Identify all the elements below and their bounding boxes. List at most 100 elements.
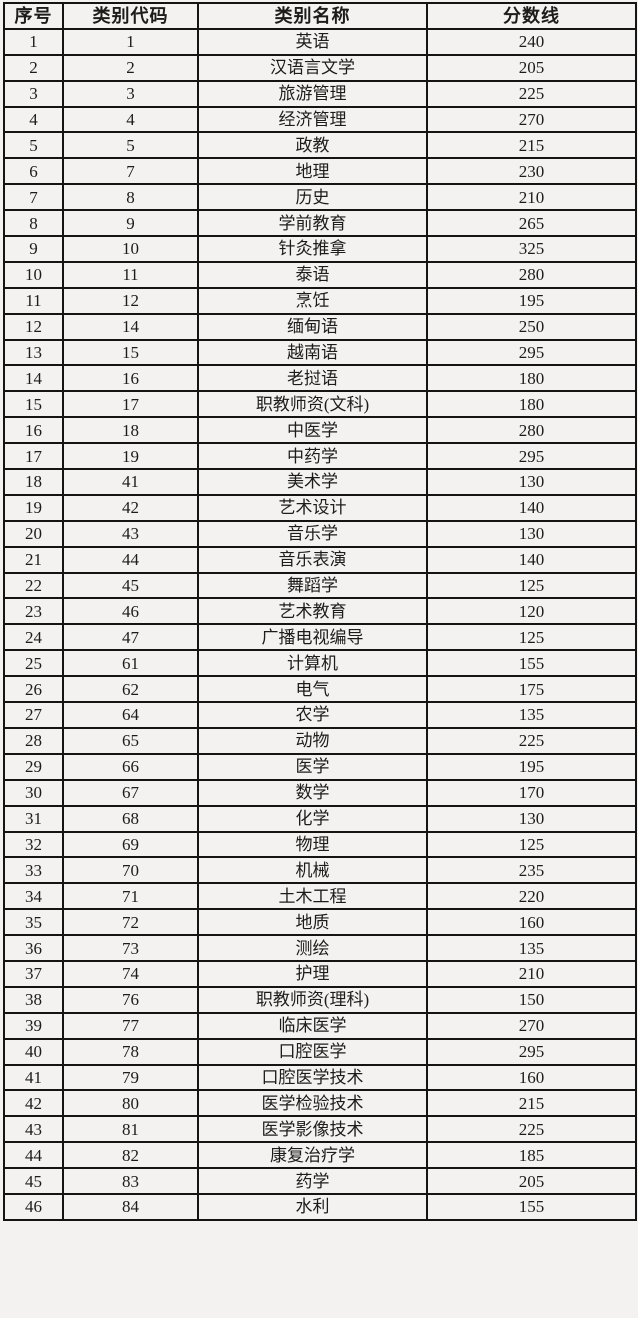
table-row: 2 2 汉语言文学 205 [3,53,637,82]
cell-category-name: 机械 [197,856,428,885]
cell-category-code: 47 [62,623,199,652]
cell-index: 10 [3,260,64,289]
cell-category-code: 77 [62,1011,199,1040]
cell-score-line: 140 [426,493,637,522]
cell-score-line: 270 [426,105,637,134]
cell-category-name: 美术学 [197,468,428,496]
table-row: 17 19 中药学 295 [3,442,637,471]
cell-index: 41 [3,1063,64,1092]
table-row: 36 73 测绘 135 [3,934,637,962]
cell-score-line: 155 [426,649,637,678]
cell-category-code: 5 [62,131,199,160]
cell-category-name: 缅甸语 [197,312,428,341]
table-row: 20 43 音乐学 130 [3,519,637,548]
cell-index: 11 [3,286,64,315]
table-row: 11 12 烹饪 195 [3,286,637,315]
cell-score-line: 225 [426,726,637,755]
cell-index: 28 [3,726,64,755]
table-row: 21 44 音乐表演 140 [3,545,637,574]
cell-category-code: 64 [62,701,199,729]
cell-category-code: 83 [62,1167,199,1195]
cell-category-name: 泰语 [197,260,428,289]
cell-category-name: 农学 [197,701,428,729]
table-row: 35 72 地质 160 [3,908,637,937]
cell-score-line: 135 [426,934,637,962]
cell-category-code: 65 [62,726,199,755]
cell-index: 19 [3,493,64,522]
cell-score-line: 160 [426,1063,637,1092]
cell-score-line: 220 [426,882,637,911]
cell-score-line: 130 [426,519,637,548]
cell-score-line: 160 [426,908,637,937]
table-row: 16 18 中医学 280 [3,416,637,445]
cell-category-code: 11 [62,260,199,289]
cell-index: 12 [3,312,64,341]
cell-category-name: 中医学 [197,416,428,445]
cell-score-line: 135 [426,701,637,729]
cell-index: 45 [3,1167,64,1195]
cell-category-code: 41 [62,468,199,496]
cell-category-code: 42 [62,493,199,522]
cell-score-line: 130 [426,804,637,833]
cell-category-code: 79 [62,1063,199,1092]
table-row: 31 68 化学 130 [3,804,637,833]
cell-category-code: 16 [62,364,199,393]
cell-category-name: 临床医学 [197,1011,428,1040]
cell-category-name: 政教 [197,131,428,160]
cell-category-code: 61 [62,649,199,678]
table-row: 15 17 职教师资(文科) 180 [3,390,637,419]
header-score-line: 分数线 [426,2,637,30]
cell-category-code: 82 [62,1141,199,1170]
cell-category-code: 73 [62,934,199,962]
table-row: 24 47 广播电视编导 125 [3,623,637,652]
cell-score-line: 250 [426,312,637,341]
cell-category-code: 19 [62,442,199,471]
table-row: 23 46 艺术教育 120 [3,597,637,626]
table-row: 27 64 农学 135 [3,701,637,729]
cell-index: 29 [3,752,64,781]
cell-category-code: 12 [62,286,199,315]
table-header-row: 序号 类别代码 类别名称 分数线 [3,2,637,30]
cell-category-name: 医学检验技术 [197,1089,428,1118]
table-row: 6 7 地理 230 [3,157,637,186]
cell-category-code: 72 [62,908,199,937]
cell-category-code: 10 [62,235,199,263]
table-row: 39 77 临床医学 270 [3,1011,637,1040]
cell-score-line: 130 [426,468,637,496]
cell-index: 30 [3,778,64,807]
cell-category-name: 舞蹈学 [197,571,428,600]
cell-category-code: 76 [62,985,199,1014]
table-row: 34 71 土木工程 220 [3,882,637,911]
cell-category-name: 学前教育 [197,209,428,238]
table-row: 1 1 英语 240 [3,27,637,56]
table-row: 8 9 学前教育 265 [3,209,637,238]
cell-category-name: 口腔医学技术 [197,1063,428,1092]
cell-category-name: 电气 [197,675,428,704]
cell-category-name: 医学 [197,752,428,781]
cell-index: 46 [3,1192,64,1221]
cell-category-name: 老挝语 [197,364,428,393]
cell-category-name: 艺术教育 [197,597,428,626]
table-row: 32 69 物理 125 [3,830,637,859]
cell-category-name: 音乐表演 [197,545,428,574]
score-table-container: 序号 类别代码 类别名称 分数线 1 1 英语 240 2 2 汉语言文学 205 3 3 旅游管理… [3,2,637,1221]
cell-category-code: 15 [62,338,199,367]
header-category-name: 类别名称 [197,2,428,30]
cell-category-name: 英语 [197,27,428,56]
table-row: 43 81 医学影像技术 225 [3,1115,637,1144]
cell-category-code: 14 [62,312,199,341]
cell-score-line: 125 [426,571,637,600]
cell-index: 8 [3,209,64,238]
cell-score-line: 210 [426,959,637,988]
cell-category-code: 9 [62,209,199,238]
cell-category-name: 中药学 [197,442,428,471]
table-row: 18 41 美术学 130 [3,468,637,496]
cell-score-line: 155 [426,1192,637,1221]
header-category-code: 类别代码 [62,2,199,30]
cell-category-code: 46 [62,597,199,626]
cell-index: 37 [3,959,64,988]
cell-category-name: 旅游管理 [197,79,428,108]
cell-category-name: 测绘 [197,934,428,962]
cell-category-code: 80 [62,1089,199,1118]
cell-index: 20 [3,519,64,548]
